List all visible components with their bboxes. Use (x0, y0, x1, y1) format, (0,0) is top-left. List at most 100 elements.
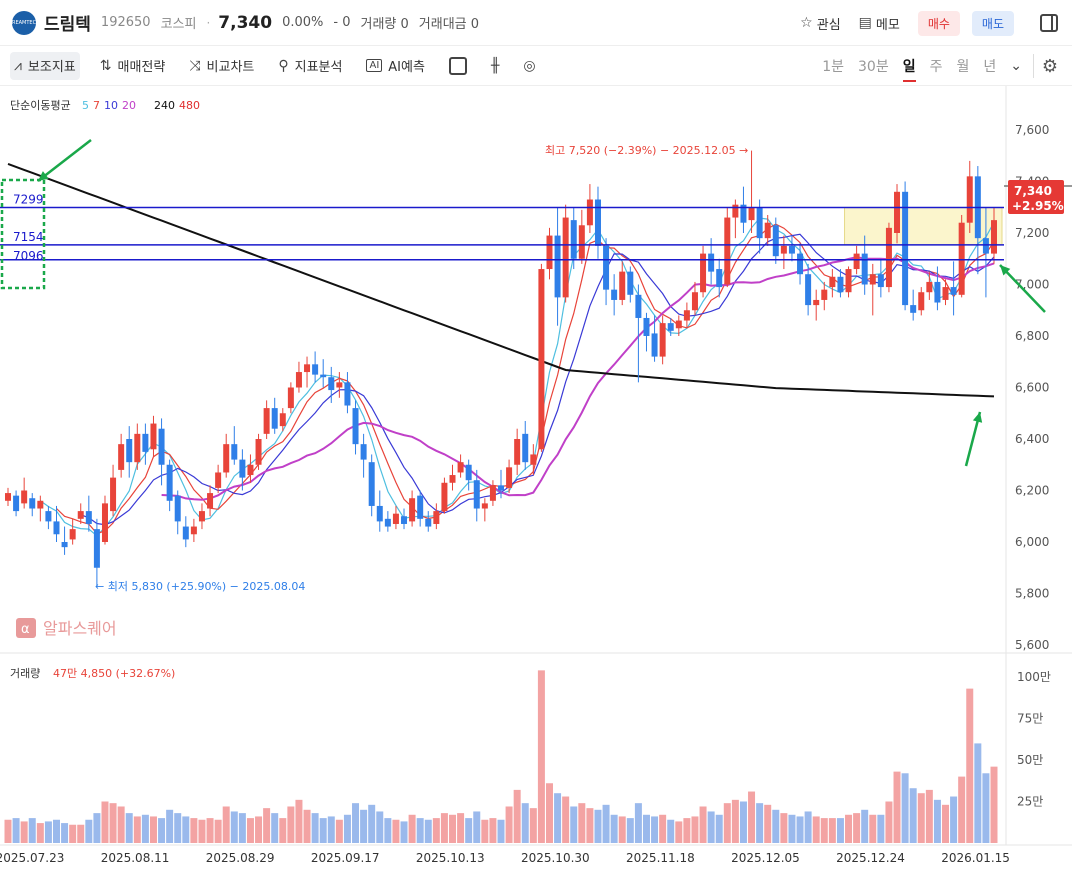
volume-bar (562, 796, 570, 843)
tf-1min[interactable]: 1분 (822, 59, 844, 75)
ma7-line (56, 223, 995, 535)
strategy-button[interactable]: ⇅ 매매전략 (99, 57, 166, 76)
candle-body (885, 227, 892, 288)
candle-body (336, 382, 343, 388)
volume-bar (28, 818, 36, 843)
tf-year[interactable]: 년 (983, 59, 997, 75)
time-axis-label: 2025.11.18 (626, 851, 695, 865)
panel-toggle-icon[interactable] (1040, 14, 1058, 32)
candle-body (401, 516, 408, 524)
ma-legend-item: 7 (93, 99, 100, 112)
time-axis-label: 2025.07.23 (0, 851, 64, 865)
tf-week[interactable]: 주 (929, 59, 943, 75)
high-annotation: 최고 7,520 (−2.39%) − 2025.12.05 → (545, 144, 748, 157)
price-axis-label: 5,800 (1015, 587, 1049, 601)
candle-body (764, 222, 771, 239)
candle-body (489, 485, 496, 501)
volume-bar (222, 806, 230, 843)
candle-icon: ╫ (490, 57, 500, 74)
analysis-button[interactable]: ⚲ 지표분석 (278, 57, 343, 76)
compare-button[interactable]: ⤨ 비교차트 (189, 57, 255, 76)
ai-predict-button[interactable]: AI AI예측 (362, 52, 428, 80)
volume-bar (335, 819, 343, 843)
tf-day[interactable]: 일 (902, 56, 916, 82)
candle-body (756, 207, 763, 239)
candle-body (473, 480, 480, 509)
arrow-left-shaft (37, 139, 92, 182)
candle-body (700, 253, 707, 293)
candle-type-button[interactable]: ╫ (487, 52, 503, 80)
candle-body (449, 475, 456, 483)
candle-body (522, 433, 529, 463)
ma-legend-item: 20 (122, 99, 136, 112)
volume-bar (36, 823, 44, 843)
price-axis-label: 7,200 (1015, 226, 1049, 240)
candle-body (780, 245, 787, 254)
candle-body (5, 493, 11, 501)
volume-bar (376, 811, 384, 843)
candle-body (21, 490, 28, 504)
volume-bar (149, 816, 157, 843)
candle-body (61, 542, 68, 548)
memo-button[interactable]: ▤ 메모 (858, 15, 900, 33)
volume-bar (12, 818, 20, 843)
volume-bar (885, 801, 893, 843)
favorite-button[interactable]: ☆ 관심 (800, 15, 841, 33)
support-line-label: 7299 (13, 193, 44, 207)
candle-body (263, 408, 270, 434)
volume-bar (206, 818, 214, 843)
candle-body (126, 439, 133, 463)
volume-bar (699, 806, 707, 843)
volume-bar (691, 816, 699, 843)
support-line-label: 7154 (13, 230, 44, 244)
candle-body (425, 518, 432, 527)
volume-bar (537, 670, 545, 843)
candle-body (77, 511, 84, 519)
time-axis-label: 2025.12.24 (836, 851, 905, 865)
support-line-label: 7096 (13, 249, 44, 263)
candle-body (376, 505, 383, 522)
volume-bar (966, 688, 974, 843)
candle-body (958, 222, 965, 295)
volume-bar (820, 818, 828, 843)
time-axis-label: 2025.12.05 (731, 851, 800, 865)
candle-body (352, 408, 359, 445)
draw-box-button[interactable] (445, 52, 471, 80)
volume-bar (109, 803, 117, 843)
volume-bar (634, 803, 642, 843)
tf-30min[interactable]: 30분 (858, 59, 889, 75)
candle-body (328, 377, 335, 391)
volume-bar (392, 819, 400, 843)
candle-body (708, 253, 715, 272)
candle-body (118, 444, 125, 470)
indicators-button[interactable]: ⩘ 보조지표 (10, 51, 80, 80)
candle-body (611, 289, 618, 300)
candle-body (13, 495, 20, 512)
indicator-icon: ⩘ (14, 57, 22, 74)
analysis-icon: ⚲ (278, 57, 289, 74)
candle-body (295, 372, 302, 388)
change-value: - 0 (333, 15, 351, 30)
volume-bar (925, 789, 933, 843)
tf-month[interactable]: 월 (956, 59, 970, 75)
volume-bar (990, 766, 998, 843)
volume-bar (618, 816, 626, 843)
candle-body (182, 526, 189, 540)
candle-body (433, 511, 440, 524)
ma240-line (7, 162, 995, 398)
screenshot-button[interactable]: ◎ (519, 52, 539, 80)
candle-body (498, 485, 504, 491)
volume-bar (158, 818, 166, 843)
price-tag-value: 7,340 (1014, 184, 1052, 198)
gear-icon[interactable]: ⚙ (1041, 56, 1058, 77)
candle-body (409, 498, 416, 522)
volume-bar (311, 813, 319, 843)
volume-bar (368, 804, 376, 843)
buy-button[interactable]: 매수 (917, 10, 960, 36)
candle-body (150, 423, 157, 450)
chevron-down-icon[interactable]: ⌄ (1010, 58, 1022, 74)
volume-bar (117, 806, 125, 843)
sell-button[interactable]: 매도 (971, 10, 1014, 36)
candle-body (538, 269, 545, 450)
